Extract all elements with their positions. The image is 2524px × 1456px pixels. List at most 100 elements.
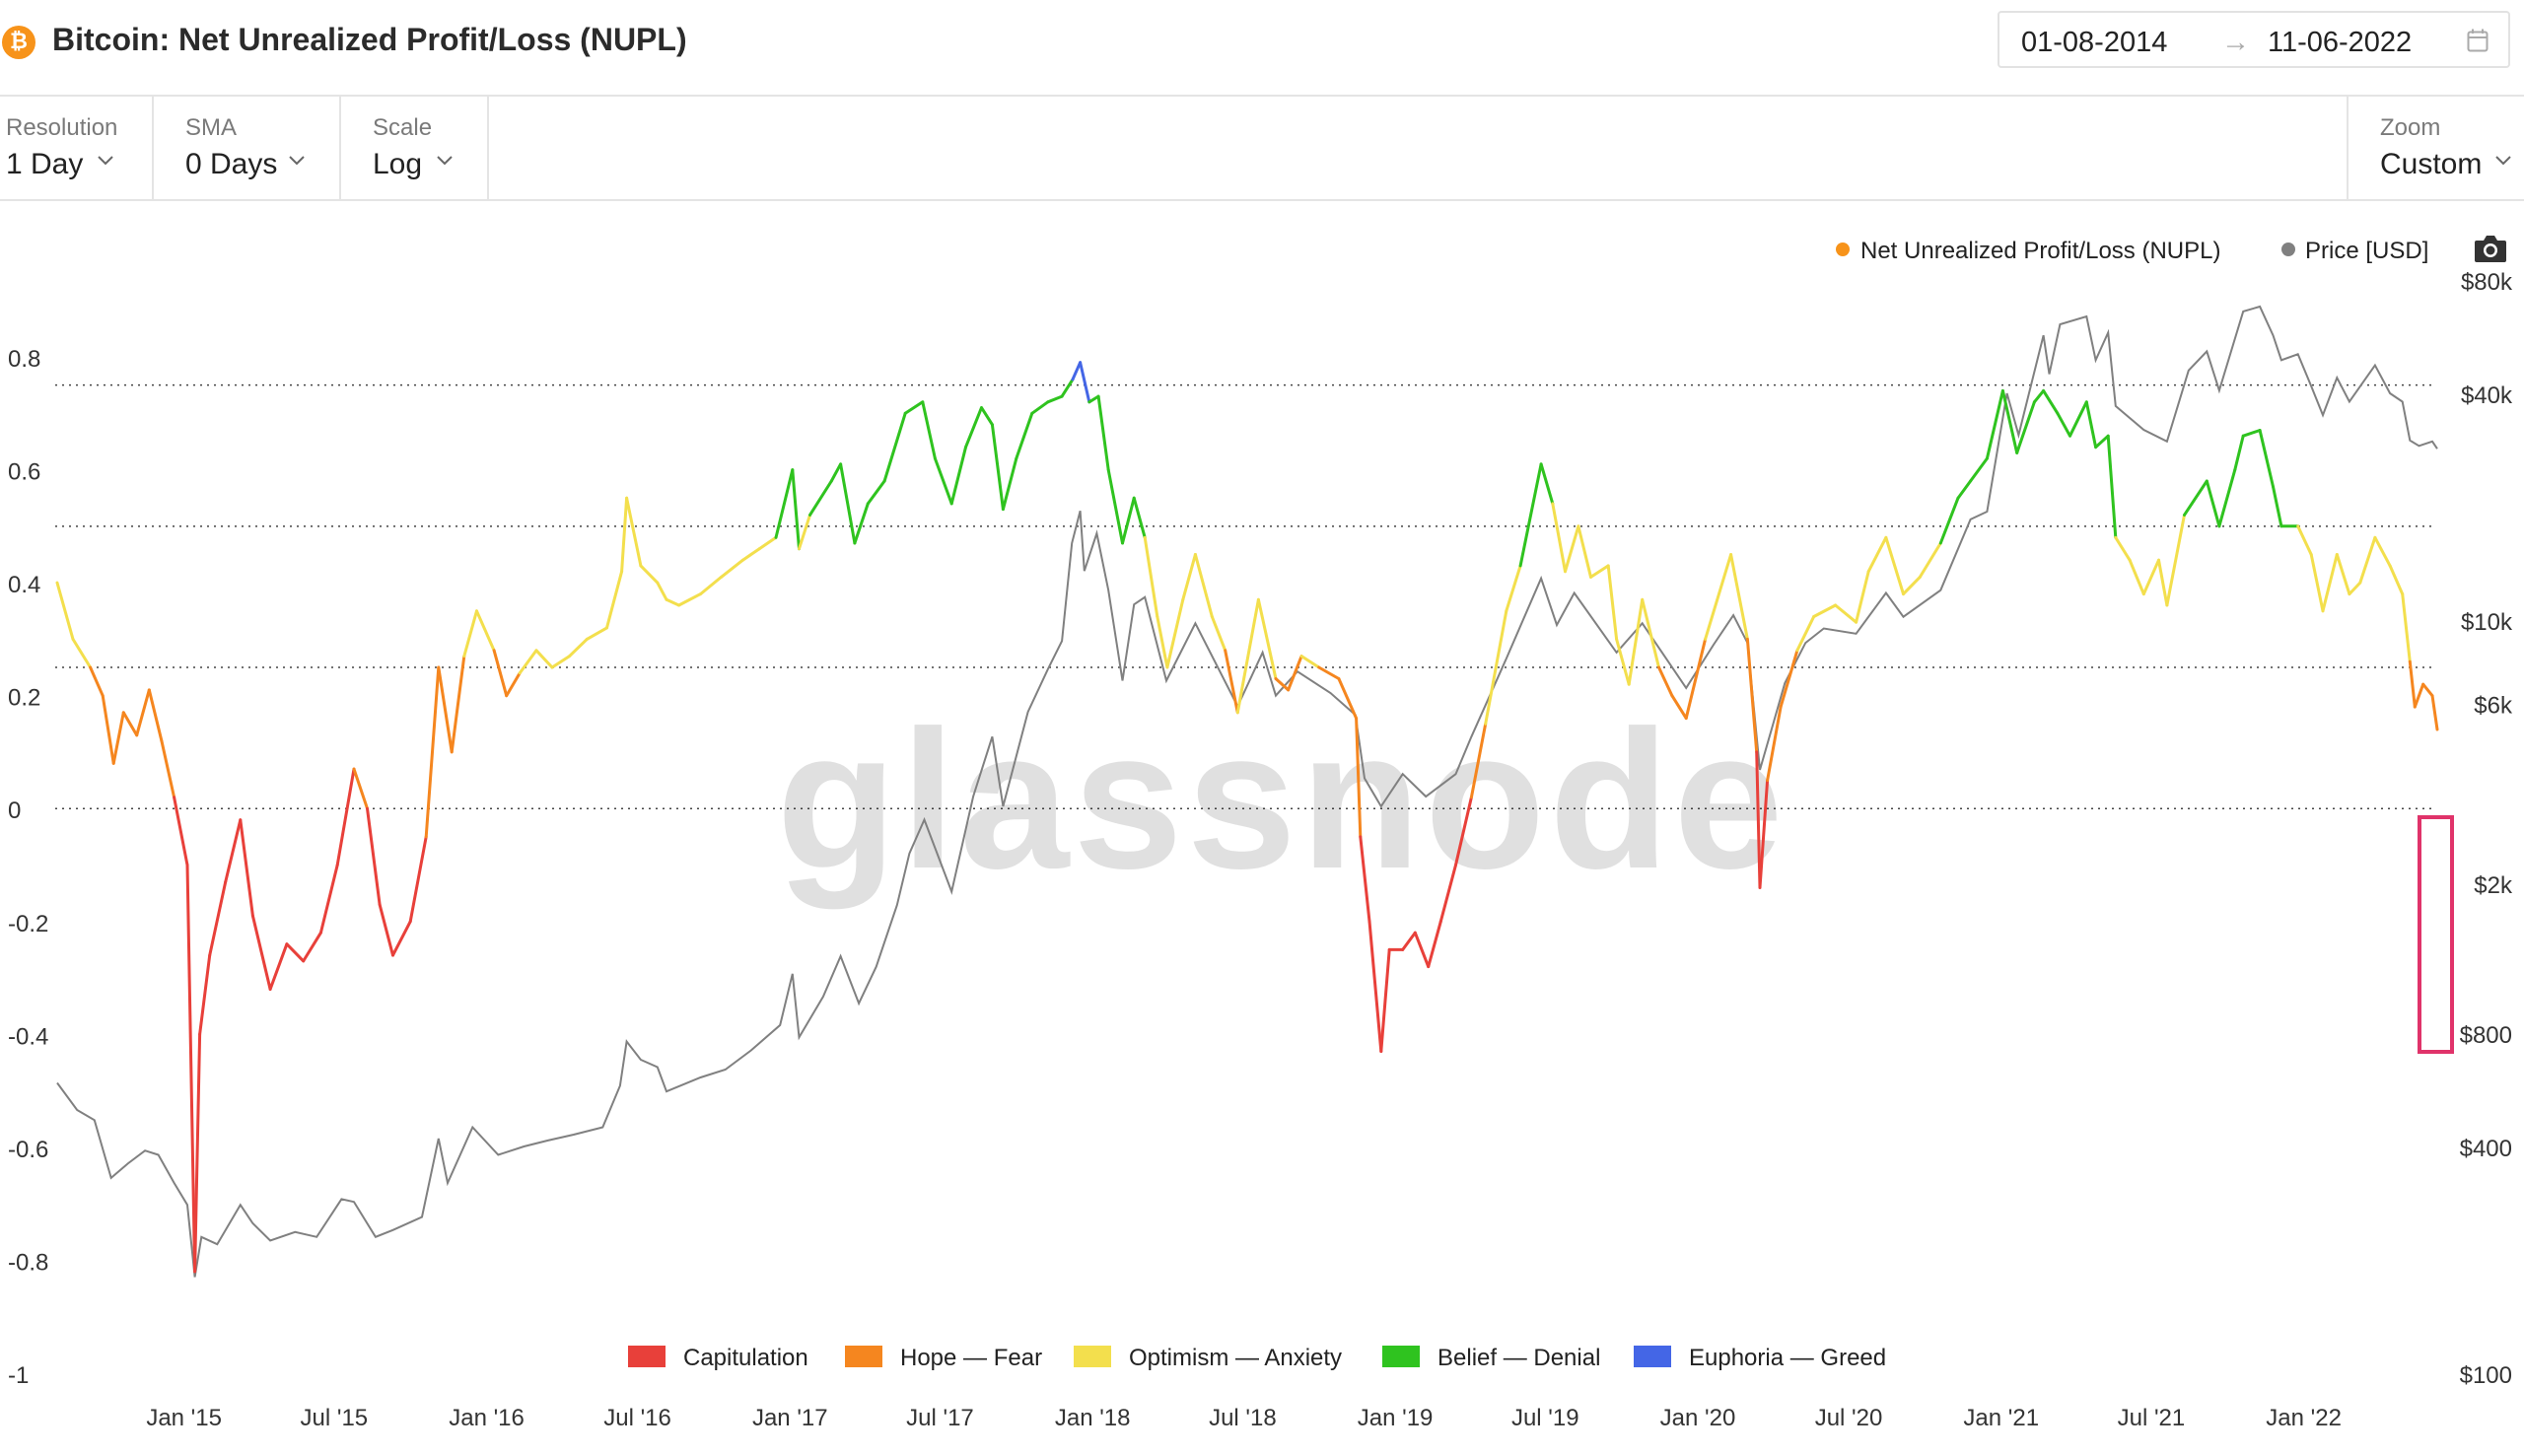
nupl-segment <box>1274 677 1291 692</box>
nupl-segment <box>1606 564 1619 641</box>
x-tick-label: Jan '20 <box>1660 1405 1736 1431</box>
nupl-segment <box>1758 779 1770 889</box>
nupl-segment <box>949 446 967 506</box>
nupl-segment <box>1505 564 1522 613</box>
legend-zone-label: Belief — Denial <box>1437 1345 1600 1371</box>
y-left-tick-label: 0.6 <box>8 459 40 486</box>
nupl-segment <box>335 767 356 867</box>
nupl-segment <box>391 920 412 957</box>
nupl-segment <box>1106 468 1124 545</box>
zoom-value[interactable]: Custom <box>2380 148 2483 180</box>
nupl-segment <box>1779 649 1799 709</box>
nupl-segment <box>639 564 660 585</box>
nupl-segment <box>89 665 105 698</box>
nupl-segment <box>1317 665 1341 680</box>
chevron-down-icon[interactable] <box>436 154 454 168</box>
nupl-segment <box>2141 558 2160 596</box>
camera-icon[interactable] <box>2473 233 2508 264</box>
nupl-segment <box>1551 502 1567 574</box>
nupl-segment <box>853 502 870 545</box>
nupl-segment <box>2094 434 2110 450</box>
chevron-down-icon[interactable] <box>288 154 306 168</box>
nupl-segment <box>699 575 723 596</box>
nupl-segment <box>656 581 668 601</box>
sma-value[interactable]: 0 Days <box>185 148 278 180</box>
nupl-segment <box>173 796 189 867</box>
legend-swatch <box>1382 1346 1420 1367</box>
nupl-segment <box>1210 615 1227 653</box>
nupl-segment <box>2106 434 2118 539</box>
nupl-segment <box>2321 553 2339 613</box>
nupl-segment <box>2309 553 2325 613</box>
legend-dot-nupl <box>1836 243 1850 256</box>
nupl-segment <box>408 835 428 924</box>
chevron-down-icon[interactable] <box>97 154 114 168</box>
nupl-segment <box>1287 655 1303 692</box>
nupl-segment <box>665 597 681 607</box>
y-left-tick-label: 0 <box>8 797 21 824</box>
nupl-segment <box>1165 597 1185 669</box>
nupl-segment <box>250 914 272 991</box>
nupl-segment <box>1985 388 2004 460</box>
nupl-segment <box>1577 524 1592 579</box>
nupl-chart[interactable]: glassnode 0.8 0.6 0.4 0.2 0 -0.2 -0.4 -0.6 -0.8 -1… <box>0 201 2524 1456</box>
calendar-icon[interactable] <box>2467 29 2489 52</box>
date-start-input[interactable]: 01-08-2014 <box>2021 27 2168 58</box>
nupl-segment <box>239 818 254 918</box>
nupl-segment <box>285 942 306 963</box>
sma-select[interactable]: SMA 0 Days <box>154 97 341 199</box>
nupl-segment <box>1704 553 1733 641</box>
x-tick-label: Jul '20 <box>1815 1405 1883 1431</box>
chevron-down-icon[interactable] <box>2494 154 2512 168</box>
scale-value[interactable]: Log <box>373 148 423 180</box>
nupl-segment <box>1143 535 1159 618</box>
date-end-input[interactable]: 11-06-2022 <box>2268 27 2413 58</box>
nupl-segment <box>1866 535 1888 574</box>
scale-select[interactable]: Scale Log <box>341 97 489 199</box>
nupl-segment <box>534 649 554 669</box>
nupl-segment <box>1046 394 1064 404</box>
nupl-segment <box>1087 394 1100 404</box>
date-range-picker[interactable]: 01-08-2014 → 11-06-2022 <box>1998 11 2510 68</box>
nupl-segment <box>1956 479 1973 500</box>
nupl-segment <box>882 411 907 483</box>
nupl-segment <box>2084 400 2098 450</box>
nupl-segment <box>268 942 289 991</box>
nupl-segment <box>2241 429 2262 438</box>
nupl-segment <box>1795 615 1816 653</box>
resolution-value[interactable]: 1 Day <box>6 148 84 180</box>
y-left-tick-label: 0.2 <box>8 685 40 712</box>
nupl-segment <box>2114 535 2132 562</box>
y-right-tick-label: $2k <box>2474 872 2513 899</box>
nupl-segment <box>2000 388 2019 454</box>
nupl-segment <box>990 423 1005 512</box>
legend-swatch <box>1074 1346 1111 1367</box>
price-line <box>56 305 2438 1278</box>
nupl-segment <box>605 570 624 630</box>
nupl-segment <box>318 864 339 935</box>
nupl-segment <box>1413 931 1431 969</box>
x-tick-label: Jul '16 <box>603 1405 671 1431</box>
nupl-segment <box>1337 677 1359 721</box>
nupl-segment <box>1224 649 1239 715</box>
nupl-segment <box>1235 597 1260 715</box>
x-tick-label: Jan '17 <box>752 1405 828 1431</box>
y-right-tick-label: $40k <box>2461 382 2513 409</box>
y-left-tick-label: 0.4 <box>8 572 40 598</box>
resolution-select[interactable]: Resolution 1 Day <box>6 97 154 199</box>
nupl-segment <box>366 806 382 907</box>
nupl-segment <box>2296 524 2313 556</box>
nupl-segment <box>2205 479 2221 528</box>
zoom-select[interactable]: Zoom Custom <box>2347 97 2524 199</box>
nupl-segment <box>1484 609 1508 726</box>
zoom-label: Zoom <box>2380 114 2441 141</box>
nupl-segment <box>1641 597 1660 669</box>
nupl-segment <box>1884 535 1905 596</box>
nupl-segment <box>1657 665 1674 698</box>
nupl-segment <box>2157 558 2169 607</box>
x-tick-label: Jul '18 <box>1209 1405 1277 1431</box>
y-right-tick-label: $10k <box>2461 609 2513 636</box>
nupl-segment <box>585 626 608 641</box>
nupl-segment <box>2165 513 2186 607</box>
nupl-segment <box>620 496 629 574</box>
